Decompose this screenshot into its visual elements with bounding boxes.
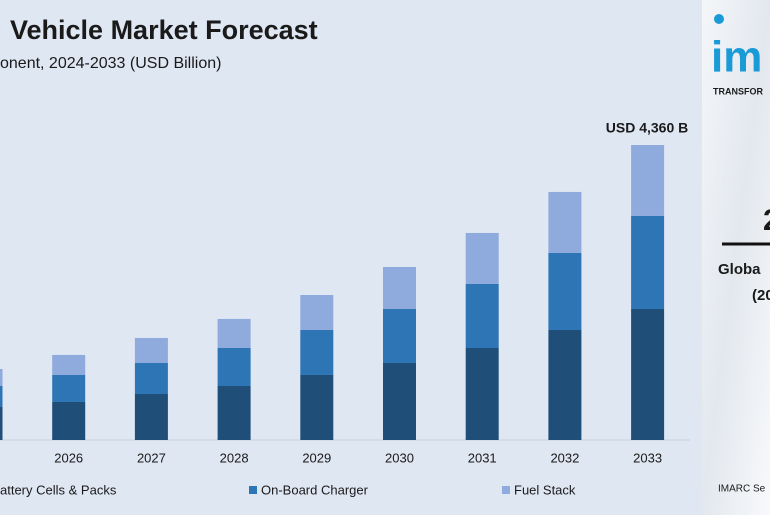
legend-swatch (249, 486, 257, 494)
bar-segment (631, 215, 665, 310)
tagline: TRANSFOR (713, 86, 763, 96)
logo: im (711, 33, 762, 82)
bar-segment (631, 309, 665, 440)
bar-segment (383, 363, 416, 440)
bar-segment (0, 386, 3, 407)
x-tick-label: 2027 (137, 450, 166, 465)
bar-segment (217, 386, 251, 440)
bar-segment (383, 309, 416, 364)
bar-segment (465, 232, 499, 284)
bar-segment (52, 401, 86, 440)
bar-segment (134, 363, 168, 394)
caption: Globa (718, 261, 761, 278)
bar-segment (134, 393, 168, 440)
bar-segment (52, 354, 86, 375)
x-tick-label: 2032 (550, 450, 579, 465)
bar-segment (465, 347, 499, 440)
bar-segment (134, 337, 168, 364)
bar-segment (300, 295, 334, 330)
bar-segment (0, 406, 3, 440)
legend-label: Fuel Stack (514, 482, 576, 497)
bar-segment (0, 369, 3, 387)
bar-segment (383, 266, 416, 310)
bar-segment (548, 191, 582, 253)
bar-segment (300, 374, 334, 440)
legend-label: On-Board Charger (261, 482, 369, 497)
caption: (20 (752, 287, 770, 304)
legend-label: attery Cells & Packs (0, 482, 117, 497)
side-panel (702, 0, 770, 515)
x-tick-label: 2028 (220, 450, 249, 465)
chart-subtitle: onent, 2024-2033 (USD Billion) (0, 55, 221, 72)
bar-segment (52, 374, 86, 402)
legend-swatch (502, 486, 510, 494)
x-tick-label: 2030 (385, 450, 414, 465)
big-number: 2 (763, 204, 770, 237)
footer: IMARC Se (718, 484, 766, 495)
bar-segment (548, 252, 582, 330)
x-tick-label: 2029 (302, 450, 331, 465)
x-tick-label: 2031 (468, 450, 497, 465)
bar-segment (548, 329, 582, 440)
x-tick-label: 2026 (54, 450, 83, 465)
bar-segment (300, 329, 334, 375)
bar-segment (217, 318, 251, 348)
chart-background (0, 0, 702, 515)
x-tick-label: 2033 (633, 450, 662, 465)
side-panel-content: im TRANSFOR 2 Globa (20 IMARC Se (711, 14, 770, 495)
bar-segment (631, 145, 665, 216)
bar-segment (217, 347, 251, 387)
logo-dot (714, 14, 724, 24)
bar-segment (465, 283, 499, 348)
chart-title: Vehicle Market Forecast (10, 15, 318, 45)
annotation: USD 4,360 B (606, 120, 688, 136)
